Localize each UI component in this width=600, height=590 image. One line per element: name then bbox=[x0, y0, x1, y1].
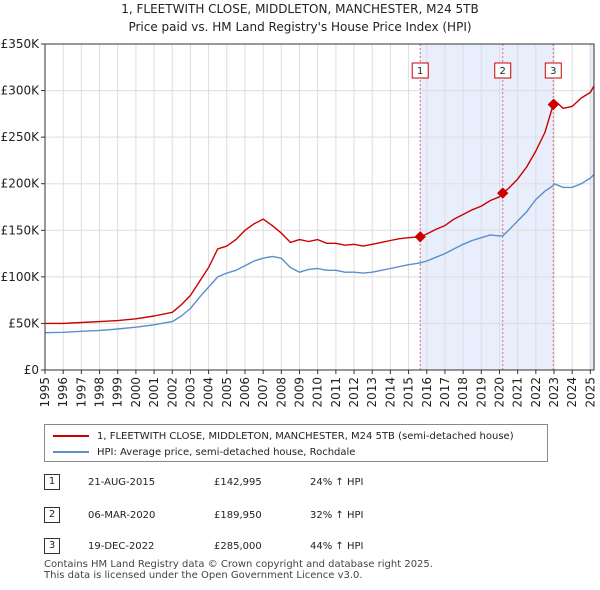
chart-title: 1, FLEETWITH CLOSE, MIDDLETON, MANCHESTE… bbox=[121, 2, 479, 16]
footer-licence: This data is licensed under the Open Gov… bbox=[44, 570, 363, 581]
x-tick-label: 2024 bbox=[565, 377, 579, 408]
x-tick-label: 2005 bbox=[220, 377, 234, 408]
x-tick-label: 1997 bbox=[74, 377, 88, 408]
x-tick-label: 2015 bbox=[402, 377, 416, 408]
y-tick-label: £150K bbox=[1, 223, 41, 237]
x-tick-label: 2002 bbox=[165, 377, 179, 408]
x-tick-label: 2019 bbox=[474, 377, 488, 408]
sale-hpi-change: 44% ↑ HPI bbox=[310, 541, 364, 552]
sale-number-label: 3 bbox=[550, 66, 556, 77]
x-tick-label: 1999 bbox=[111, 377, 125, 408]
x-tick-label: 2011 bbox=[329, 377, 343, 408]
x-tick-label: 2009 bbox=[293, 377, 307, 408]
sale-date: 19-DEC-2022 bbox=[88, 541, 155, 552]
x-tick-label: 1996 bbox=[56, 377, 70, 408]
y-tick-label: £250K bbox=[1, 130, 41, 144]
sale-hpi-change: 24% ↑ HPI bbox=[310, 477, 364, 488]
sale-number-box bbox=[494, 62, 512, 79]
footer: Contains HM Land Registry data © Crown c… bbox=[44, 559, 433, 581]
y-tick-label: £350K bbox=[1, 37, 41, 51]
plot-frame bbox=[44, 43, 595, 371]
x-tick-label: 2016 bbox=[420, 377, 434, 408]
y-tick-label: £100K bbox=[1, 270, 41, 284]
sale-price: £142,995 bbox=[214, 477, 262, 488]
sale-hpi-change: 32% ↑ HPI bbox=[310, 510, 364, 521]
x-tick-label: 2000 bbox=[129, 377, 143, 408]
sale-number: 2 bbox=[44, 507, 60, 523]
x-tick-label: 2004 bbox=[202, 377, 216, 408]
legend-label-hpi: HPI: Average price, semi-detached house,… bbox=[97, 446, 356, 458]
x-tick-label: 2023 bbox=[547, 377, 561, 408]
series-line-hpi bbox=[44, 173, 595, 334]
y-tick-label: £200K bbox=[1, 177, 41, 191]
legend: 1, FLEETWITH CLOSE, MIDDLETON, MANCHESTE… bbox=[44, 424, 548, 462]
y-tick-label: £50K bbox=[8, 316, 40, 330]
plot-area: £0 £50K £100K £150K £200K £250K £300K £350K 1995… bbox=[1, 37, 598, 408]
x-tick-label: 2014 bbox=[383, 377, 397, 408]
y-tick-label: £300K bbox=[1, 84, 41, 98]
x-tick-label: 2010 bbox=[311, 377, 325, 408]
x-tick-label: 2022 bbox=[529, 377, 543, 408]
footer-copyright: Contains HM Land Registry data © Crown c… bbox=[44, 559, 433, 570]
sale-price: £189,950 bbox=[214, 510, 262, 521]
table-row: 2 06-MAR-2020 £189,950 32% ↑ HPI bbox=[44, 507, 464, 525]
legend-item-property: 1, FLEETWITH CLOSE, MIDDLETON, MANCHESTE… bbox=[53, 428, 514, 444]
legend-item-hpi: HPI: Average price, semi-detached house,… bbox=[53, 444, 355, 460]
series-line-property bbox=[45, 85, 595, 325]
x-tick-label: 2003 bbox=[183, 377, 197, 408]
legend-swatch-hpi bbox=[53, 451, 89, 453]
sale-number-label: 1 bbox=[417, 66, 423, 77]
legend-swatch-property bbox=[53, 435, 89, 437]
legend-label-property: 1, FLEETWITH CLOSE, MIDDLETON, MANCHESTE… bbox=[97, 430, 514, 442]
x-tick-label: 2008 bbox=[274, 377, 288, 408]
x-tick-label: 2006 bbox=[238, 377, 252, 408]
sale-number-box bbox=[544, 62, 562, 79]
x-tick-label: 2017 bbox=[438, 377, 452, 408]
x-tick-label: 1995 bbox=[38, 377, 52, 408]
sale-price: £285,000 bbox=[214, 541, 262, 552]
x-tick-label: 2012 bbox=[347, 377, 361, 408]
table-row: 3 19-DEC-2022 £285,000 44% ↑ HPI bbox=[44, 538, 464, 556]
sale-date: 21-AUG-2015 bbox=[88, 477, 156, 488]
sale-number: 3 bbox=[44, 538, 60, 554]
sale-number-box bbox=[411, 62, 429, 79]
x-tick-label: 2013 bbox=[365, 377, 379, 408]
shaded-region bbox=[420, 44, 554, 370]
shaded-region bbox=[589, 44, 594, 370]
table-row: 1 21-AUG-2015 £142,995 24% ↑ HPI bbox=[44, 474, 464, 492]
x-tick-label: 2018 bbox=[456, 377, 470, 408]
sale-marker bbox=[497, 187, 509, 199]
sale-number: 1 bbox=[44, 474, 60, 490]
chart-subtitle: Price paid vs. HM Land Registry's House … bbox=[128, 20, 471, 34]
x-tick-label: 2020 bbox=[492, 377, 506, 408]
x-tick-label: 2007 bbox=[256, 377, 270, 408]
x-tick-label: 1998 bbox=[93, 377, 107, 408]
y-tick-label: £0 bbox=[24, 363, 39, 377]
x-tick-label: 2021 bbox=[511, 377, 525, 408]
x-tick-label: 2025 bbox=[583, 377, 597, 408]
sale-number-label: 2 bbox=[500, 66, 506, 77]
price-chart: 1, FLEETWITH CLOSE, MIDDLETON, MANCHESTE… bbox=[1, 2, 598, 408]
sale-date: 06-MAR-2020 bbox=[88, 510, 156, 521]
x-tick-label: 2001 bbox=[147, 377, 161, 408]
